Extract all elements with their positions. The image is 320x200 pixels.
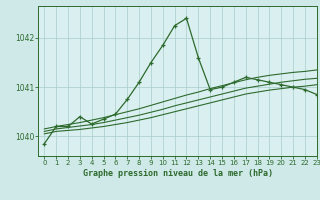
X-axis label: Graphe pression niveau de la mer (hPa): Graphe pression niveau de la mer (hPa) xyxy=(83,169,273,178)
